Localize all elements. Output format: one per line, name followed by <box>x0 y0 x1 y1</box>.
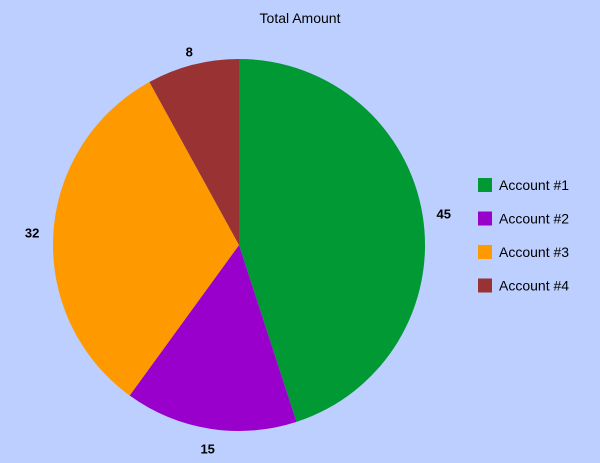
legend: Account #1 Account #2 Account #3 Account #4 <box>478 177 569 294</box>
legend-label-account-3: Account #3 <box>499 244 569 260</box>
legend-label-account-4: Account #4 <box>499 278 569 294</box>
legend-swatch-account-2 <box>478 211 492 226</box>
legend-label-account-1: Account #1 <box>499 177 569 193</box>
data-label-account-3: 32 <box>25 225 39 240</box>
pie-slice-account-3 <box>52 82 240 396</box>
pie-slice-account-2 <box>129 245 297 432</box>
data-label-account-2: 15 <box>200 442 214 457</box>
legend-swatch-account-1 <box>478 178 492 192</box>
legend-swatch-account-3 <box>478 245 492 259</box>
data-labels: 45 15 32 8 <box>25 44 451 456</box>
chart-title: Total Amount <box>260 10 341 26</box>
pie-slices <box>52 59 426 432</box>
pie-slice-account-4 <box>149 59 239 245</box>
data-label-account-4: 8 <box>186 44 193 59</box>
data-label-account-1: 45 <box>437 207 451 222</box>
legend-swatch-account-4 <box>478 278 492 293</box>
legend-label-account-2: Account #2 <box>499 211 569 227</box>
pie-slice-account-1 <box>239 59 426 422</box>
